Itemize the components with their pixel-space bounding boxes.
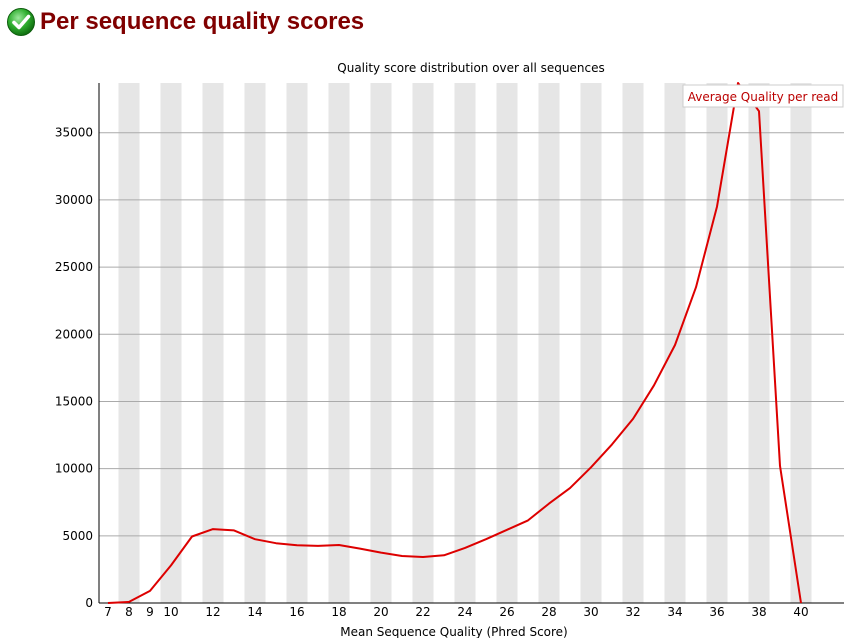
x-tick-label: 38 [751,605,766,619]
y-tick-label: 5000 [62,529,93,543]
background-band [118,83,140,603]
x-tick-label: 22 [415,605,430,619]
check-circle-icon [7,8,35,36]
background-band [370,83,392,603]
background-band [496,83,518,603]
background-band [244,83,266,603]
chart-legend: Average Quality per read [682,84,844,108]
background-bands [118,83,812,603]
x-tick-label: 16 [289,605,304,619]
series-lines [107,82,802,604]
x-tick-label: 18 [331,605,346,619]
background-band [748,83,770,603]
x-tick-label: 24 [457,605,472,619]
y-tick-label: 10000 [55,462,93,476]
x-tick-label: 36 [709,605,724,619]
axes [98,83,844,604]
x-tick-label: 14 [247,605,262,619]
y-tick-label: 25000 [55,260,93,274]
background-band [622,83,644,603]
background-band [328,83,350,603]
x-tick-label: 32 [625,605,640,619]
y-tick-label: 0 [85,596,93,610]
background-band [706,83,728,603]
x-tick-label: 7 [104,605,112,619]
background-band [202,83,224,603]
report-header: Per sequence quality scores [6,4,364,40]
background-band [580,83,602,603]
y-tick-label: 20000 [55,327,93,341]
legend-box [682,84,844,108]
y-tick-label: 35000 [55,126,93,140]
background-band [790,83,812,603]
horizontal-gridlines [99,132,844,537]
x-tick-label: 9 [146,605,154,619]
x-tick-label: 20 [373,605,388,619]
background-band [412,83,434,603]
x-tick-label: 30 [583,605,598,619]
x-tick-label: 26 [499,605,514,619]
x-tick-label: 10 [163,605,178,619]
chart-title: Quality score distribution over all sequ… [337,61,604,75]
x-tick-label: 40 [793,605,808,619]
legend-label: Average Quality per read [688,90,839,104]
x-tick-label: 12 [205,605,220,619]
background-band [286,83,308,603]
series-line-average-quality [107,82,802,604]
background-band [538,83,560,603]
background-band [160,83,182,603]
page-title: Per sequence quality scores [40,8,365,35]
x-tick-label: 34 [667,605,682,619]
background-band [454,83,476,603]
y-tick-label: 30000 [55,193,93,207]
x-tick-label: 8 [125,605,133,619]
tick-labels: 0 5000 10000 15000 20000 25000 30000 35000 7 8 9 10… [55,126,809,619]
x-axis-label: Mean Sequence Quality (Phred Score) [340,625,568,638]
x-tick-label: 28 [541,605,556,619]
y-tick-label: 15000 [55,394,93,408]
